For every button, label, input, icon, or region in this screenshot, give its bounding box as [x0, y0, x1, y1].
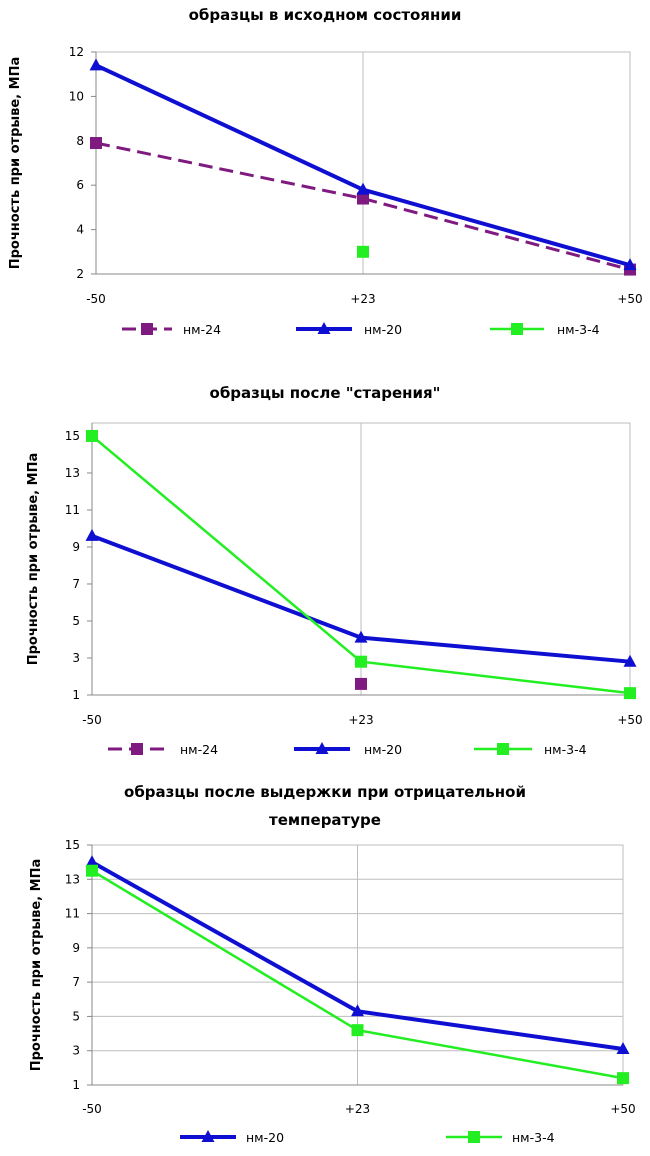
chart2-title-line-1: температуре — [269, 811, 381, 829]
chart2-point-nm-3-4-1 — [351, 1024, 364, 1037]
chart1-legend-marker-nm-24 — [131, 743, 143, 755]
chart0-y-tick-label-1: 4 — [76, 223, 84, 237]
chart2-point-nm-3-4-2 — [617, 1072, 629, 1085]
chart0-x-tick-label-2: +50 — [617, 292, 642, 306]
chart1-y-tick-label-7: 15 — [65, 429, 80, 443]
chart0-point-nm-20-0 — [89, 58, 103, 71]
chart1-y-tick-label-6: 13 — [65, 466, 80, 480]
chart1-point-nm-20-2 — [623, 654, 637, 667]
chart2-point-nm-20-2 — [616, 1042, 630, 1054]
chart1-point-nm-3-4-1 — [355, 655, 367, 668]
chart2-title-line-0: образцы после выдержки при отрицательной — [124, 783, 526, 801]
chart1-legend-nm-3-4: нм-3-4 — [474, 742, 587, 757]
chart2-legend-nm-20: нм-20 — [180, 1130, 284, 1145]
chart0-y-tick-label-4: 10 — [69, 89, 84, 103]
chart2-point-nm-20-1 — [351, 1004, 364, 1017]
chart-after-cold-exposure-svg: образцы после выдержки при отрицательной… — [29, 783, 636, 1145]
chart1-point-nm-20-1 — [354, 630, 368, 643]
chart1-y-tick-label-5: 11 — [65, 503, 80, 517]
chart0-point-nm-24-1 — [357, 192, 369, 205]
chart0-y-tick-label-3: 8 — [76, 134, 84, 148]
chart2-y-tick-label-0: 1 — [72, 1078, 80, 1092]
chart1-y-tick-label-2: 5 — [72, 614, 80, 628]
chart1-point-nm-3-4-2 — [624, 687, 636, 700]
chart2-y-tick-label-4: 9 — [72, 941, 80, 955]
chart0-point-nm-20-2 — [623, 258, 637, 271]
chart0-y-tick-label-2: 6 — [76, 178, 84, 192]
chart-after-cold-exposure: образцы после выдержки при отрицательной… — [0, 775, 650, 1156]
chart2-point-nm-3-4-0 — [86, 864, 98, 877]
chart1-legend-nm-24: нм-24 — [108, 742, 218, 757]
chart1-legend-label-nm-20: нм-20 — [364, 742, 402, 757]
chart0-y-tick-label-5: 12 — [69, 45, 84, 59]
chart1-x-tick-label-0: -50 — [82, 713, 102, 727]
chart0-title-line-0: образцы в исходном состоянии — [189, 6, 462, 24]
chart2-legend-marker-nm-20 — [201, 1130, 215, 1142]
chart1-x-tick-label-2: +50 — [617, 713, 642, 727]
chart2-y-tick-label-6: 13 — [65, 872, 80, 886]
chart-initial-state: образцы в исходном состоянии 2 4 6 8 10 12 -50 +… — [0, 0, 650, 375]
chart2-point-nm-20-0 — [85, 855, 99, 868]
chart1-legend-marker-nm-20 — [315, 742, 329, 754]
chart1-y-axis-label: Прочность при отрыве, МПа — [26, 453, 41, 666]
chart0-x-tick-label-1: +23 — [350, 292, 375, 306]
chart0-legend-marker-nm-3-4 — [511, 323, 523, 335]
chart1-y-tick-label-0: 1 — [72, 688, 80, 702]
chart1-y-tick-label-1: 3 — [72, 651, 80, 665]
chart0-legend-marker-nm-24 — [141, 323, 153, 335]
chart1-legend-label-nm-24: нм-24 — [180, 742, 218, 757]
chart2-x-tick-label-0: -50 — [82, 1102, 102, 1116]
chart2-y-tick-label-7: 15 — [65, 838, 80, 852]
chart1-point-nm-20-0 — [85, 528, 99, 541]
chart0-point-nm-3-4-1 — [357, 245, 369, 258]
chart2-series-nm-3-4 — [86, 864, 629, 1085]
chart0-x-tick-label-0: -50 — [86, 292, 106, 306]
chart1-title-line-0: образцы после "старения" — [210, 384, 441, 402]
chart1-x-tick-label-1: +23 — [348, 713, 373, 727]
chart0-legend-nm-20: нм-20 — [296, 322, 402, 337]
chart0-series-nm-20 — [89, 58, 637, 271]
chart2-legend-marker-nm-3-4 — [468, 1131, 480, 1143]
chart0-point-nm-24-0 — [90, 137, 102, 150]
chart0-legend-label-nm-3-4: нм-3-4 — [557, 322, 600, 337]
chart1-y-tick-label-4: 9 — [72, 540, 80, 554]
chart0-y-axis-label: Прочность при отрыве, МПа — [8, 57, 23, 270]
chart0-y-tick-label-0: 2 — [76, 267, 84, 281]
chart1-point-nm-3-4-0 — [86, 429, 98, 442]
chart2-legend-label-nm-3-4: нм-3-4 — [512, 1130, 555, 1145]
chart2-x-tick-label-2: +50 — [610, 1102, 635, 1116]
chart1-legend-marker-nm-3-4 — [497, 743, 509, 755]
chart-initial-state-svg: образцы в исходном состоянии 2 4 6 8 10 12 -50 +… — [8, 6, 643, 337]
chart1-series-nm-20 — [85, 528, 637, 667]
chart0-legend-label-nm-24: нм-24 — [183, 322, 221, 337]
chart1-point-nm-24-1 — [355, 677, 367, 690]
chart-after-aging: образцы после "старения" 1 3 5 7 9 11 13 15 -50 +2… — [0, 375, 650, 775]
chart2-x-tick-label-1: +23 — [345, 1102, 370, 1116]
chart0-legend-marker-nm-20 — [317, 322, 331, 334]
chart1-series-nm-24 — [355, 677, 367, 690]
chart0-legend-nm-3-4: нм-3-4 — [490, 322, 600, 337]
chart2-series-nm-20 — [85, 855, 630, 1054]
chart2-y-tick-label-2: 5 — [72, 1009, 80, 1023]
chart2-y-tick-label-3: 7 — [72, 975, 80, 989]
chart2-y-tick-label-1: 3 — [72, 1044, 80, 1058]
chart0-line-nm-24 — [95, 141, 631, 272]
chart0-point-nm-20-1 — [356, 182, 370, 195]
chart0-legend-nm-24: нм-24 — [122, 322, 221, 337]
chart1-legend-nm-20: нм-20 — [294, 742, 402, 757]
chart2-legend-label-nm-20: нм-20 — [246, 1130, 284, 1145]
chart1-series-nm-3-4 — [86, 429, 636, 700]
chart0-legend-label-nm-20: нм-20 — [364, 322, 402, 337]
chart1-y-tick-label-3: 7 — [72, 577, 80, 591]
chart2-y-axis-label: Прочность при отрыве, МПа — [29, 859, 44, 1072]
chart0-series-nm-3-4 — [357, 245, 369, 258]
chart2-legend-nm-3-4: нм-3-4 — [446, 1130, 555, 1145]
chart1-legend-label-nm-3-4: нм-3-4 — [544, 742, 587, 757]
chart2-y-tick-label-5: 11 — [65, 907, 80, 921]
